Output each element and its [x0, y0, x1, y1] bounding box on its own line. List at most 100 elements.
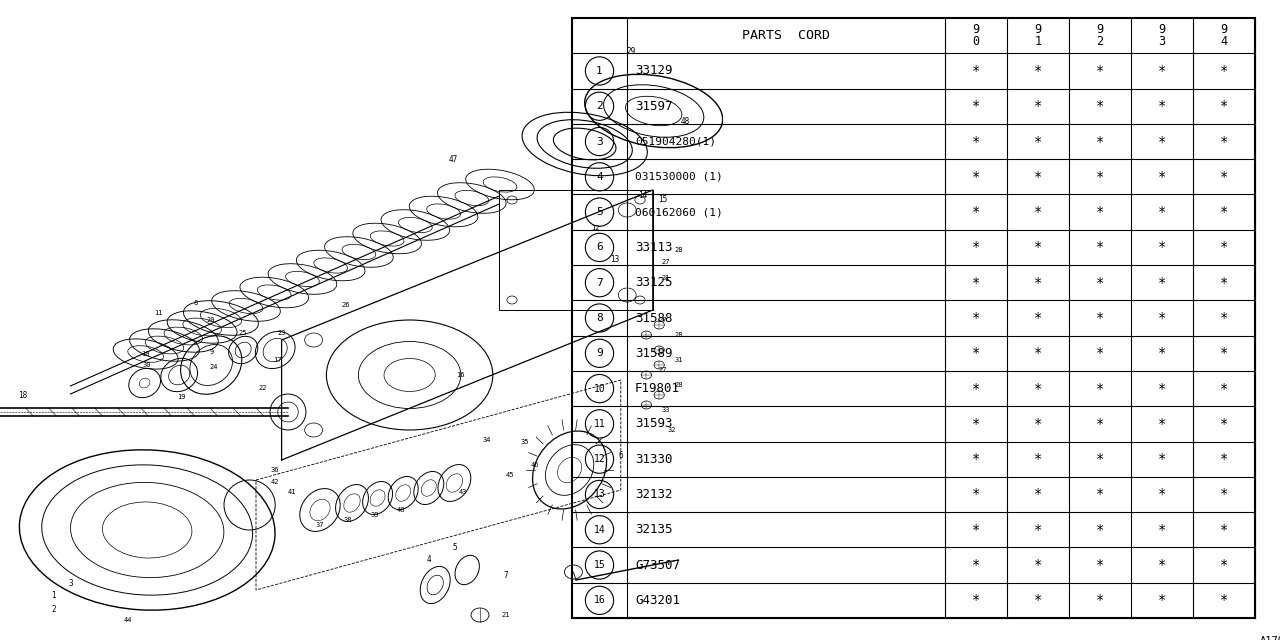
Text: 17: 17: [274, 357, 282, 363]
Text: *: *: [1220, 488, 1229, 502]
Text: *: *: [1034, 64, 1042, 78]
Text: 3: 3: [68, 579, 73, 588]
Text: 5: 5: [452, 543, 457, 552]
Text: *: *: [972, 311, 980, 325]
Text: *: *: [1220, 311, 1229, 325]
Text: *: *: [1096, 134, 1105, 148]
Text: 051904280(1): 051904280(1): [635, 136, 716, 147]
Text: *: *: [1034, 276, 1042, 290]
Text: 6: 6: [618, 451, 623, 460]
Text: *: *: [972, 417, 980, 431]
Text: *: *: [972, 276, 980, 290]
Text: 1: 1: [596, 66, 603, 76]
Text: 31597: 31597: [635, 100, 672, 113]
Text: 32: 32: [668, 427, 676, 433]
Text: 25: 25: [239, 330, 247, 336]
Text: 24: 24: [210, 364, 218, 370]
Text: *: *: [1096, 99, 1105, 113]
Text: *: *: [1158, 558, 1166, 572]
Text: *: *: [1158, 381, 1166, 396]
Text: *: *: [1034, 488, 1042, 502]
Text: *: *: [1220, 346, 1229, 360]
Text: 4: 4: [596, 172, 603, 182]
Bar: [572, 18, 1254, 618]
Text: 8: 8: [193, 300, 198, 306]
Text: 19: 19: [178, 394, 186, 400]
Text: *: *: [1096, 452, 1105, 466]
Text: 36: 36: [271, 467, 279, 473]
Text: 33125: 33125: [635, 276, 672, 289]
Text: *: *: [1158, 276, 1166, 290]
Text: 9: 9: [1158, 23, 1166, 36]
Text: 40: 40: [397, 507, 404, 513]
Text: *: *: [1220, 276, 1229, 290]
Text: *: *: [1220, 417, 1229, 431]
Text: *: *: [972, 134, 980, 148]
Text: 9: 9: [1034, 23, 1042, 36]
Text: 27: 27: [662, 259, 669, 265]
Text: *: *: [972, 205, 980, 219]
Text: 33: 33: [662, 407, 669, 413]
Text: *: *: [1220, 381, 1229, 396]
Text: 39: 39: [371, 512, 379, 518]
Text: *: *: [972, 593, 980, 607]
Text: *: *: [1158, 170, 1166, 184]
Text: *: *: [1158, 593, 1166, 607]
Text: 9: 9: [1220, 23, 1228, 36]
Text: A170A00062: A170A00062: [1260, 636, 1280, 640]
Text: F19801: F19801: [635, 382, 680, 395]
Text: 15: 15: [658, 195, 668, 205]
Text: *: *: [1158, 99, 1166, 113]
Text: *: *: [972, 523, 980, 537]
Text: 2: 2: [51, 605, 56, 614]
Text: 31: 31: [675, 357, 682, 363]
Text: 9: 9: [1097, 23, 1103, 36]
Text: *: *: [1096, 276, 1105, 290]
Text: 27: 27: [659, 317, 667, 323]
Text: G73507: G73507: [635, 559, 680, 572]
Text: *: *: [1096, 205, 1105, 219]
Text: *: *: [972, 488, 980, 502]
Text: *: *: [1096, 381, 1105, 396]
Text: *: *: [972, 64, 980, 78]
Text: *: *: [972, 558, 980, 572]
Text: 23: 23: [278, 330, 285, 336]
Text: 31589: 31589: [635, 347, 672, 360]
Text: 32132: 32132: [635, 488, 672, 501]
Text: 31588: 31588: [635, 312, 672, 324]
Text: 26: 26: [342, 302, 349, 308]
Text: *: *: [1096, 488, 1105, 502]
Text: 11: 11: [594, 419, 605, 429]
Text: 9: 9: [596, 348, 603, 358]
Text: 32135: 32135: [635, 524, 672, 536]
Text: 47: 47: [448, 154, 457, 163]
Text: *: *: [1158, 346, 1166, 360]
Text: *: *: [1034, 558, 1042, 572]
Text: 8: 8: [596, 313, 603, 323]
Text: *: *: [1034, 170, 1042, 184]
Text: 41: 41: [288, 489, 296, 495]
Text: *: *: [972, 170, 980, 184]
Text: *: *: [1096, 241, 1105, 255]
Text: *: *: [1220, 205, 1229, 219]
Text: *: *: [1220, 523, 1229, 537]
Text: 10: 10: [141, 351, 150, 357]
Text: *: *: [1220, 99, 1229, 113]
Text: 13: 13: [609, 255, 620, 264]
Text: 46: 46: [531, 462, 539, 468]
Text: *: *: [1034, 205, 1042, 219]
Text: G43201: G43201: [635, 594, 680, 607]
Text: *: *: [1034, 523, 1042, 537]
Text: 28: 28: [675, 382, 682, 388]
Text: 031530000 (1): 031530000 (1): [635, 172, 723, 182]
Text: *: *: [972, 452, 980, 466]
Text: *: *: [1096, 593, 1105, 607]
Text: 2: 2: [596, 101, 603, 111]
Text: 14: 14: [637, 191, 648, 200]
Text: 6: 6: [596, 243, 603, 252]
Text: 15: 15: [594, 560, 605, 570]
Text: *: *: [1034, 311, 1042, 325]
Text: *: *: [1096, 558, 1105, 572]
Text: *: *: [1034, 452, 1042, 466]
Text: *: *: [1034, 346, 1042, 360]
